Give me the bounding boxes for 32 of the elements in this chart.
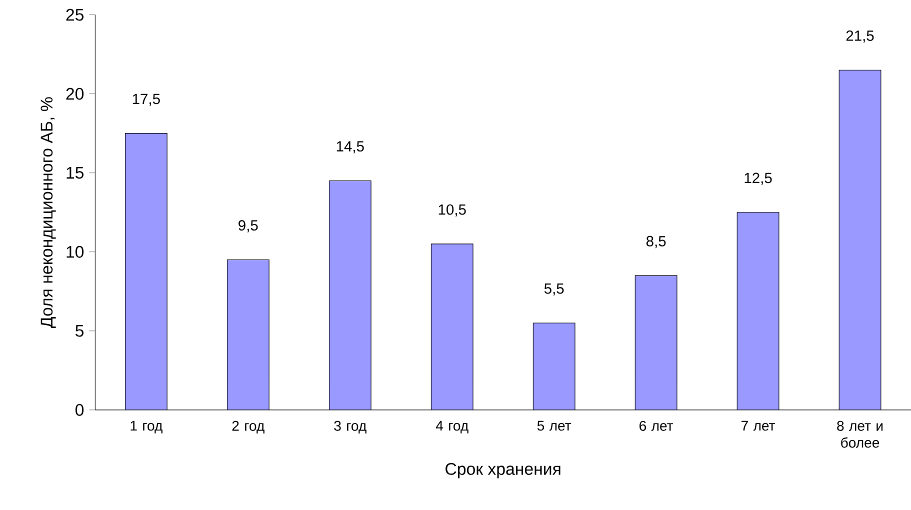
bar (838, 70, 882, 410)
bar (532, 322, 576, 410)
x-tick-label: 6 лет (640, 420, 674, 431)
bar (124, 133, 168, 410)
x-tick-label: 8 лет и более (837, 420, 883, 448)
x-tick-label: 4 год (436, 420, 468, 434)
data-label: 21,5 (846, 30, 874, 43)
y-tick-label: 0 (76, 404, 84, 416)
data-label: 5,5 (544, 284, 564, 296)
bar (226, 260, 270, 410)
y-tick-label: 10 (66, 246, 84, 258)
data-label: 8,5 (646, 236, 666, 248)
y-axis-title: Доля некондиционного АБ, % (40, 97, 56, 328)
y-tick-label: 20 (66, 88, 84, 100)
data-label: 17,5 (132, 94, 160, 106)
y-tick-label: 25 (66, 8, 84, 21)
x-tick-label: 1 год (130, 420, 162, 434)
bar (430, 244, 474, 410)
bar (634, 275, 678, 410)
y-tick-label: 15 (66, 167, 84, 179)
x-tick-label: 7 лет (742, 420, 776, 431)
x-tick-label: 2 год (232, 420, 264, 434)
data-label: 9,5 (238, 220, 258, 232)
x-tick-label: 5 лет (537, 420, 572, 431)
x-tick-label: 3 год (334, 420, 366, 434)
y-tick-label: 5 (76, 325, 84, 337)
data-label: 12,5 (744, 172, 772, 185)
x-axis-title: Срок хранения (446, 463, 560, 478)
data-label: 14,5 (336, 141, 364, 154)
bar (736, 212, 780, 410)
bar (328, 180, 372, 410)
data-label: 10,5 (438, 204, 466, 217)
